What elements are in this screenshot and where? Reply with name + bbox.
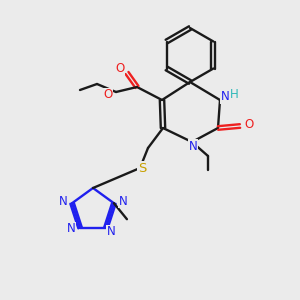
Text: O: O <box>103 88 112 101</box>
Text: N: N <box>118 195 127 208</box>
Text: N: N <box>189 140 197 152</box>
Text: N: N <box>220 91 230 103</box>
Text: N: N <box>67 222 75 235</box>
Text: N: N <box>106 225 115 238</box>
Text: O: O <box>244 118 253 131</box>
Text: H: H <box>230 88 238 101</box>
Text: O: O <box>116 62 124 76</box>
Text: N: N <box>59 195 68 208</box>
Text: S: S <box>138 161 146 175</box>
